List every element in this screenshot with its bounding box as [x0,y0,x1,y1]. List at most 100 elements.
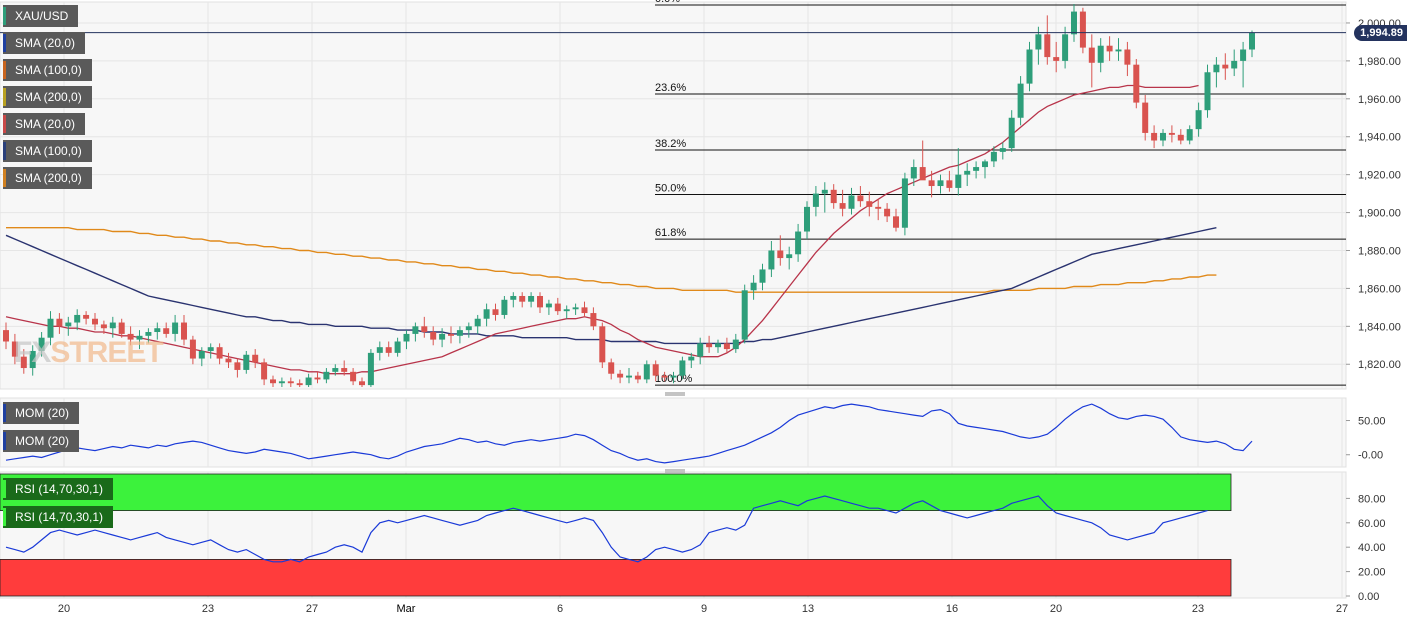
legend-label: MOM (20) [15,406,69,420]
candle-body [697,343,704,357]
y-tick-label: 1,840.00 [1358,321,1401,333]
candle-body [341,368,348,372]
candle-body [367,352,374,386]
candle-body [118,322,125,334]
candle-body [38,337,45,351]
candle-body [732,339,739,350]
candle-body [448,333,454,336]
y-tick-label: -0.00 [1358,450,1383,462]
candle-body [296,383,303,386]
y-tick-label: 0.00 [1358,591,1379,603]
y-tick-label: 40.00 [1358,542,1386,554]
candle-body [563,309,570,312]
fibonacci-label: 0.0% [655,0,680,5]
candle-body [1240,49,1247,61]
candle-body [626,375,632,378]
candle-body [1177,134,1184,141]
candle-body [11,341,18,357]
candle-body [421,326,428,333]
legend-color-marker [3,169,6,187]
candle-body [688,356,695,361]
x-tick-label: 13 [802,603,814,615]
candle-body [999,148,1006,152]
legend-symbol[interactable]: XAU/USD [3,5,79,27]
candle-body [1008,117,1015,149]
fibonacci-label: 38.2% [655,138,686,150]
candle-body [465,326,472,331]
legend-label: SMA (200,0) [15,171,82,185]
candle-body [661,375,668,378]
candle-body [323,371,330,380]
candle-body [1213,64,1220,73]
legend-indicator[interactable]: SMA (100,0) [3,140,92,162]
candle-body [136,335,143,340]
legend-label: SMA (200,0) [15,90,82,104]
legend-mom[interactable]: MOM (20) [3,402,79,424]
candle-body [510,295,517,300]
y-tick-label: 80.00 [1358,493,1386,505]
legend-color-marker [3,480,6,498]
candle-body [1124,49,1131,65]
candle-body [29,350,36,369]
fibonacci-label: 50.0% [655,183,686,195]
candle-body [839,203,846,209]
y-tick-label: 20.00 [1358,567,1386,579]
fibonacci-label: 23.6% [655,82,686,94]
candle-body [394,341,401,353]
x-tick-label: 6 [557,603,563,615]
candle-body [857,195,864,202]
candle-body [652,364,659,376]
candle-body [955,174,962,188]
candle-body [875,206,882,209]
candle-body [1222,64,1229,69]
candle-body [92,318,98,325]
candle-body [643,364,650,380]
legend-color-marker [3,88,6,106]
x-tick-label: 9 [701,603,707,615]
candle-body [804,206,810,232]
legend-mom[interactable]: MOM (20) [3,430,79,452]
candle-body [973,167,980,171]
candle-body [768,250,775,270]
candle-body [501,299,508,315]
candle-body [181,322,187,340]
candle-body [1204,72,1211,111]
legend-color-marker [3,7,6,25]
legend-rsi[interactable]: RSI (14,70,30,1) [3,478,114,500]
candle-body [252,354,259,363]
logo-street: STREET [50,336,163,369]
candle-body [715,343,721,348]
candle-body [519,295,526,302]
y-tick-label: 1,980.00 [1358,56,1401,68]
legend-color-marker [3,404,6,422]
candle-body [3,330,9,342]
legend-indicator[interactable]: SMA (200,0) [3,167,92,189]
x-tick-label: Mar [397,603,416,615]
candle-body [1044,34,1051,58]
legend-indicator[interactable]: SMA (200,0) [3,86,92,108]
candle-body [910,167,917,179]
candle-body [456,330,463,336]
candle-body [706,343,713,348]
candle-body [56,318,63,327]
candle-body [332,368,339,372]
candle-body [1151,132,1158,141]
candle-body [1062,34,1069,61]
candle-body [1231,60,1238,69]
x-tick-label: 23 [1192,603,1204,615]
candle-body [430,332,437,340]
logo-fx: FX [14,336,51,369]
candle-body [1053,57,1060,61]
candle-body [1186,129,1193,141]
candle-body [848,195,855,209]
legend-rsi[interactable]: RSI (14,70,30,1) [3,506,114,528]
candle-body [884,208,891,217]
legend-indicator[interactable]: SMA (20,0) [3,32,86,54]
candle-body [305,377,312,386]
candle-body [65,322,72,327]
candle-body [145,332,152,336]
legend-indicator[interactable]: SMA (20,0) [3,113,86,135]
y-tick-label: 1,900.00 [1358,208,1401,220]
legend-indicator[interactable]: SMA (100,0) [3,59,92,81]
candle-body [216,347,223,359]
